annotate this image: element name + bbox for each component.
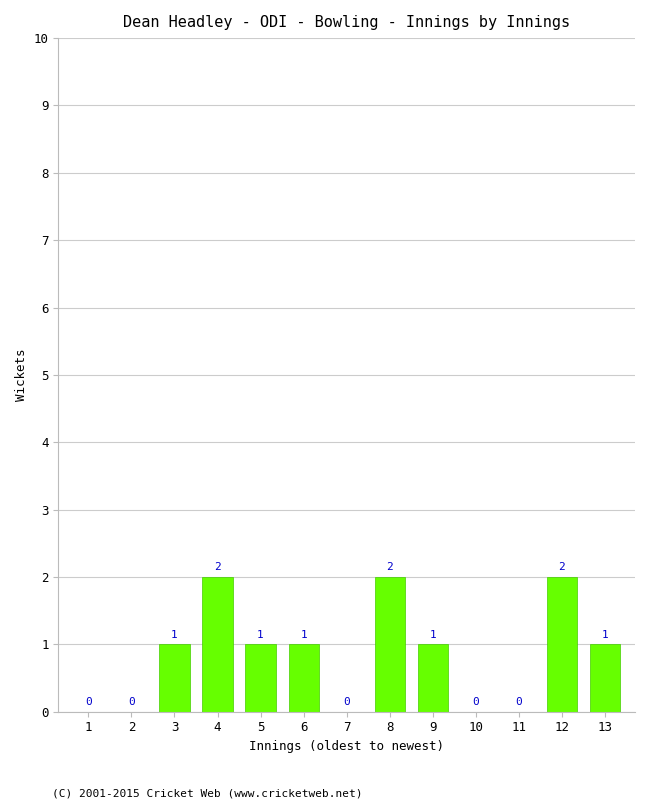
Text: 1: 1: [430, 630, 436, 640]
Text: 2: 2: [214, 562, 221, 572]
Text: 1: 1: [300, 630, 307, 640]
Bar: [202, 577, 233, 712]
Text: 0: 0: [515, 697, 522, 707]
Bar: [374, 577, 405, 712]
Bar: [547, 577, 577, 712]
Y-axis label: Wickets: Wickets: [15, 349, 28, 401]
Text: 1: 1: [171, 630, 178, 640]
Text: 1: 1: [601, 630, 608, 640]
Text: 0: 0: [473, 697, 479, 707]
Bar: [159, 644, 190, 712]
Text: 0: 0: [128, 697, 135, 707]
Text: 0: 0: [343, 697, 350, 707]
Bar: [246, 644, 276, 712]
Text: 2: 2: [386, 562, 393, 572]
Text: 0: 0: [85, 697, 92, 707]
Bar: [418, 644, 448, 712]
Text: 1: 1: [257, 630, 264, 640]
Text: 2: 2: [558, 562, 566, 572]
Text: (C) 2001-2015 Cricket Web (www.cricketweb.net): (C) 2001-2015 Cricket Web (www.cricketwe…: [52, 788, 363, 798]
Bar: [590, 644, 620, 712]
Bar: [289, 644, 318, 712]
X-axis label: Innings (oldest to newest): Innings (oldest to newest): [249, 740, 444, 753]
Title: Dean Headley - ODI - Bowling - Innings by Innings: Dean Headley - ODI - Bowling - Innings b…: [123, 15, 570, 30]
